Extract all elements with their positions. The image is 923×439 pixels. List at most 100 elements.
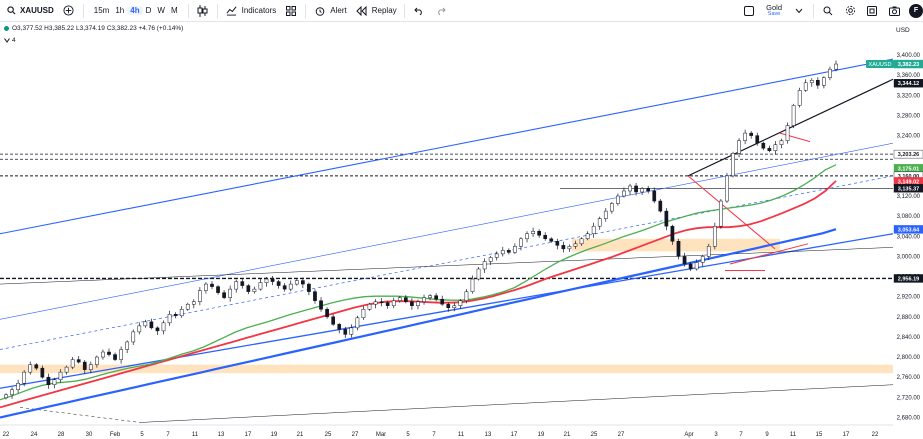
candle-body xyxy=(4,394,8,399)
candle-body xyxy=(428,295,432,298)
candle-body xyxy=(513,246,517,253)
fullscreen-button[interactable] xyxy=(861,0,883,22)
channel-dashed-line xyxy=(0,175,894,350)
candle-body xyxy=(761,142,766,149)
redo-button[interactable] xyxy=(430,0,452,22)
interval-15m[interactable]: 15m xyxy=(93,6,110,15)
channel-lower-line xyxy=(0,233,894,389)
candle-body xyxy=(258,282,263,290)
candle-body xyxy=(198,290,202,302)
candle-body xyxy=(246,285,251,292)
candle-body xyxy=(252,288,257,292)
candle-body xyxy=(434,295,438,300)
candle-body xyxy=(706,246,711,257)
time-axis-label: 19 xyxy=(271,432,278,438)
candle-body xyxy=(743,132,747,141)
search-icon xyxy=(4,4,18,18)
candle-body xyxy=(325,308,329,318)
price-axis-label: 3,080.00 xyxy=(897,214,921,220)
candle-body xyxy=(404,297,408,302)
pattern-line xyxy=(779,132,811,143)
compare-button[interactable] xyxy=(58,0,80,22)
candle-body xyxy=(731,152,735,177)
divider xyxy=(216,3,218,18)
candle-body xyxy=(482,261,487,270)
candle-body xyxy=(173,314,178,317)
candle-body xyxy=(422,297,426,302)
time-axis-label: 25 xyxy=(325,432,332,438)
divider xyxy=(305,3,307,18)
time-axis-label: 28 xyxy=(58,432,65,438)
templates-button[interactable] xyxy=(280,0,302,22)
time-axis-label: 13 xyxy=(485,432,492,438)
candle-body xyxy=(719,200,723,227)
candle-body xyxy=(622,190,626,197)
candle-body xyxy=(700,256,705,263)
time-axis-label: 9 xyxy=(765,432,769,438)
price-axis-label: 2,720.00 xyxy=(897,395,921,401)
quick-search-button[interactable] xyxy=(817,0,839,22)
time-axis-label: 27 xyxy=(618,432,625,438)
candle-body xyxy=(609,203,614,212)
candle-body xyxy=(379,301,384,303)
price-axis-label: 2,840.00 xyxy=(897,335,921,341)
chart-type-button[interactable] xyxy=(192,0,214,22)
layout-menu-button[interactable] xyxy=(788,0,810,22)
candle-body xyxy=(185,303,190,310)
plus-circle-icon xyxy=(62,4,76,18)
indicators-toggle[interactable]: 4 xyxy=(4,37,16,44)
profile-button[interactable]: F xyxy=(905,0,923,22)
candle-body xyxy=(712,225,717,247)
layout-toggle-button[interactable] xyxy=(738,0,760,22)
alarm-clock-icon xyxy=(313,4,327,18)
candle-body xyxy=(537,230,541,236)
candle-body xyxy=(331,316,336,325)
candle-body xyxy=(646,188,651,192)
candle-body xyxy=(319,300,323,310)
symbol-tag xyxy=(866,60,894,69)
interval-d[interactable]: D xyxy=(145,6,152,15)
candle-body xyxy=(337,324,342,330)
price-chart[interactable]: 3,400.00 3,360.00 3,320.00 3,280.00 3,240.00… xyxy=(0,40,923,439)
trend-line xyxy=(0,247,894,285)
candle-body xyxy=(555,241,560,246)
candle-body xyxy=(767,147,772,151)
interval-w[interactable]: W xyxy=(157,6,165,15)
price-tag xyxy=(893,274,923,283)
layout-name-button[interactable]: Gold Save xyxy=(760,3,788,18)
settings-button[interactable] xyxy=(839,0,861,22)
square-icon xyxy=(742,4,756,18)
ma-red-line xyxy=(0,180,837,409)
time-axis-label: 15 xyxy=(816,432,823,438)
candle-body xyxy=(119,349,123,360)
candle-body xyxy=(373,301,378,305)
interval-4h[interactable]: 4h xyxy=(127,6,143,15)
candle-body xyxy=(179,308,184,317)
snapshot-button[interactable] xyxy=(883,0,905,22)
ma-green-line xyxy=(0,164,837,401)
layout-status: Save xyxy=(767,10,781,17)
time-axis-label: 24 xyxy=(31,432,38,438)
interval-1h[interactable]: 1h xyxy=(115,6,125,15)
symbol-search[interactable]: XAUUSD xyxy=(0,0,58,22)
interval-group: 15m 1h 4h D W M xyxy=(87,0,185,22)
candle-body xyxy=(137,325,142,333)
replay-button[interactable]: Replay xyxy=(351,0,401,22)
ohlc-values: O3,377.52 H3,385.22 L3,374.19 C3,382.23 … xyxy=(12,25,184,32)
time-axis-label: 7 xyxy=(739,432,743,438)
candle-body xyxy=(40,367,45,378)
interval-m[interactable]: M xyxy=(170,6,178,15)
candle-body xyxy=(567,246,572,250)
candle-body xyxy=(143,321,148,327)
candle-body xyxy=(10,389,14,396)
undo-button[interactable] xyxy=(408,0,430,22)
alert-button[interactable]: Alert xyxy=(309,0,350,22)
top-toolbar: XAUUSD 15m 1h 4h D W M Indicators A xyxy=(0,0,923,22)
time-axis-label: Mar xyxy=(376,432,386,438)
indicators-button[interactable]: Indicators xyxy=(221,0,281,22)
wedge-line xyxy=(687,78,894,177)
candle-body xyxy=(361,308,366,319)
candle-body xyxy=(88,364,93,370)
time-axis-label: 19 xyxy=(538,432,545,438)
candle-body xyxy=(749,132,754,136)
